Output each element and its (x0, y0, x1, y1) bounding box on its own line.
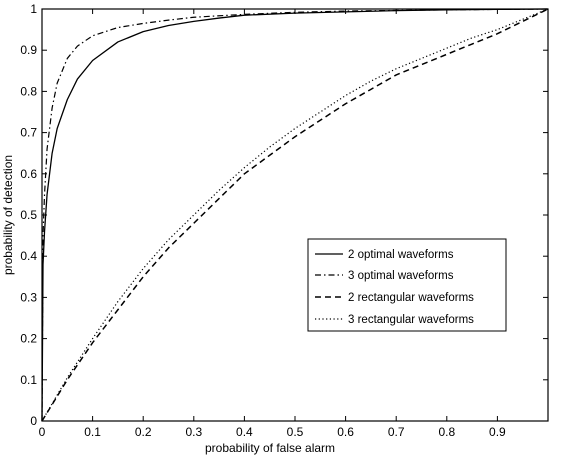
y-tick-label: 0 (30, 414, 37, 428)
x-tick-label: 0.2 (135, 425, 152, 439)
legend-label-3-optimal: 3 optimal waveforms (348, 270, 454, 282)
x-tick-label: 0.6 (337, 425, 354, 439)
legend-label-2-optimal: 2 optimal waveforms (348, 249, 454, 261)
y-tick-label: 0.6 (20, 167, 37, 181)
series-line-2 (41, 8, 549, 422)
series-line-1 (41, 8, 549, 422)
axis-ticks: 0 0.1 0.2 0.3 0.4 0.5 0.6 0.7 0.8 0.9 0 0.1 0.2 0.3 0.… (20, 2, 548, 439)
x-tick-label: 0.4 (236, 425, 253, 439)
x-tick-label: 0.9 (489, 425, 506, 439)
x-tick-label: 0 (39, 425, 46, 439)
y-tick-label: 0.5 (20, 208, 37, 222)
y-tick-label: 0.9 (20, 43, 37, 57)
x-tick-label: 0.7 (388, 425, 405, 439)
y-tick-label: 0.2 (20, 332, 37, 346)
y-tick-label: 0.7 (20, 126, 37, 140)
x-tick-label: 0.8 (438, 425, 455, 439)
y-tick-label: 0.3 (20, 290, 37, 304)
x-tick-label: 0.1 (84, 425, 101, 439)
x-axis-label: probability of false alarm (205, 441, 335, 455)
y-tick-label: 0.1 (20, 373, 37, 387)
plot-frame (41, 8, 549, 422)
x-tick-label: 0.3 (185, 425, 202, 439)
legend: 2 optimal waveforms 3 optimal waveforms … (307, 238, 507, 332)
y-axis-label: probability of detection (1, 155, 15, 275)
x-tick-label: 0.5 (287, 425, 304, 439)
plot-lines (41, 8, 549, 422)
series-line-4 (41, 8, 549, 422)
series-line-3 (41, 8, 549, 422)
y-tick-label: 0.8 (20, 84, 37, 98)
legend-label-2-rectangular: 2 rectangular waveforms (348, 292, 474, 304)
y-tick-label: 0.4 (20, 249, 37, 263)
legend-label-3-rectangular: 3 rectangular waveforms (348, 314, 474, 326)
y-tick-label: 1 (30, 2, 37, 16)
